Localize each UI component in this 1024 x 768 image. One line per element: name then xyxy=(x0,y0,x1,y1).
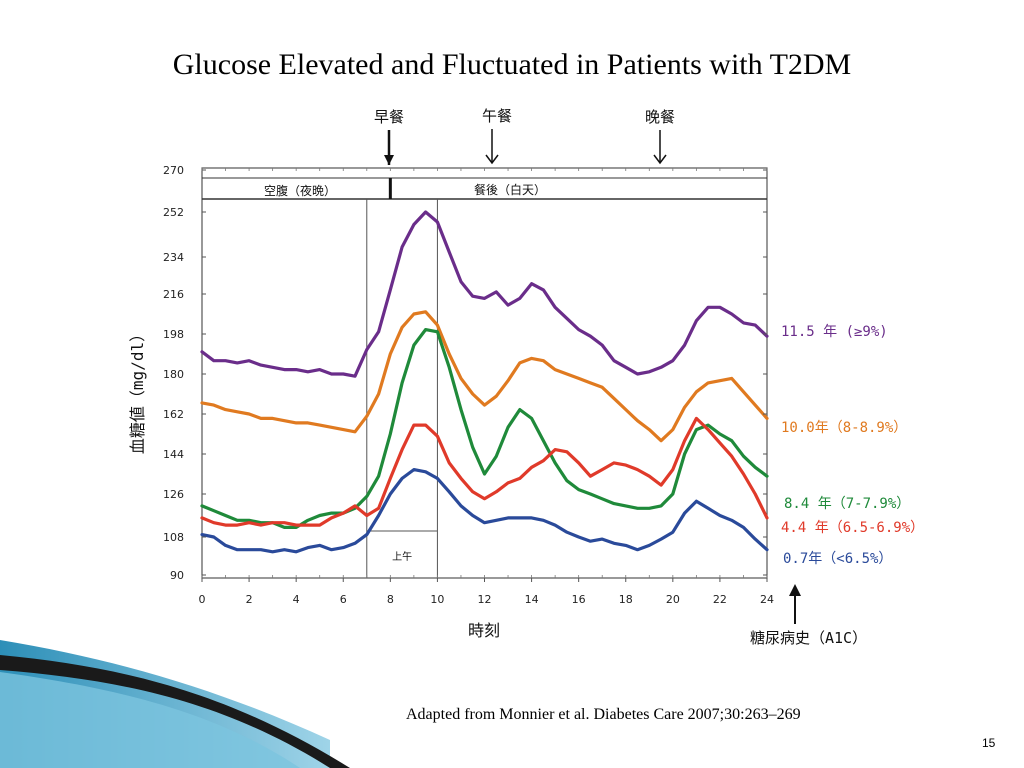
y-tick-label: 270 xyxy=(163,164,184,177)
x-tick-label: 16 xyxy=(572,593,586,606)
series-group xyxy=(200,210,769,554)
citation: Adapted from Monnier et al. Diabetes Car… xyxy=(406,706,801,723)
meal-label-2: 晚餐 xyxy=(645,108,675,126)
meal-arrow-head-0 xyxy=(384,155,394,165)
x-tick-label: 0 xyxy=(199,593,206,606)
series-label-4: 0.7年（<6.5%） xyxy=(783,551,892,567)
x-tick-label: 20 xyxy=(666,593,680,606)
y-tick-label: 162 xyxy=(163,408,184,421)
y-tick-label: 198 xyxy=(163,328,184,341)
plot-area xyxy=(201,167,768,579)
meal-arrow-head-1 xyxy=(485,154,499,165)
y-tick-label: 126 xyxy=(163,488,184,501)
y-tick-label: 234 xyxy=(163,251,184,264)
y-tick-label: 252 xyxy=(163,206,184,219)
fasting-label: 空腹（夜晩） xyxy=(264,183,336,198)
series-label-1: 10.0年（8-8.9%） xyxy=(781,420,907,436)
x-tick-label: 10 xyxy=(430,593,444,606)
x-tick-label: 18 xyxy=(619,593,633,606)
legend-arrow-head xyxy=(789,584,801,596)
series-line-4 xyxy=(200,468,769,554)
y-tick-label: 144 xyxy=(163,448,184,461)
series-label-0: 11.5 年 (≥9%) xyxy=(781,324,888,340)
meal-label-0: 早餐 xyxy=(374,108,404,126)
x-tick-label: 14 xyxy=(525,593,539,606)
legend-title: 糖尿病史（A1C） xyxy=(750,629,867,647)
series-label-3: 4.4 年（6.5-6.9%） xyxy=(781,520,924,536)
y-axis-title: 血糖値（mg/dl） xyxy=(128,326,147,454)
meal-arrow-head-2 xyxy=(653,154,667,165)
axes: 0 2 4 6 8 10 12 14 16 18 20 22 242702522342161981801… xyxy=(163,164,774,606)
y-tick-label: 216 xyxy=(163,288,184,301)
x-tick-label: 2 xyxy=(246,593,253,606)
series-label-2: 8.4 年（7-7.9%） xyxy=(784,496,910,512)
x-tick-label: 6 xyxy=(340,593,347,606)
y-tick-label: 108 xyxy=(163,531,184,544)
meal-label-1: 午餐 xyxy=(482,107,512,125)
y-tick-label: 90 xyxy=(170,569,184,582)
x-tick-label: 22 xyxy=(713,593,727,606)
morning-label: 上午 xyxy=(392,550,412,563)
x-tick-label: 12 xyxy=(478,593,492,606)
series-line-3 xyxy=(200,416,769,527)
x-axis-title: 時刻 xyxy=(468,621,500,640)
page-number: 15 xyxy=(982,736,996,750)
series-line-2 xyxy=(200,328,769,530)
slide-title: Glucose Elevated and Fluctuated in Patie… xyxy=(172,48,852,81)
plot-frame xyxy=(201,167,768,579)
x-tick-label: 8 xyxy=(387,593,394,606)
x-tick-label: 24 xyxy=(760,593,774,606)
series-line-1 xyxy=(200,310,769,443)
postprandial-label: 餐後（白天） xyxy=(474,182,546,197)
x-tick-label: 4 xyxy=(293,593,300,606)
series-line-0 xyxy=(200,210,769,378)
annotations: 空腹（夜晩） 餐後（白天） 上午 11.5 年 (≥9%) 10.0年（8-8.9%） 8… xyxy=(128,107,924,647)
y-tick-label: 180 xyxy=(163,368,184,381)
